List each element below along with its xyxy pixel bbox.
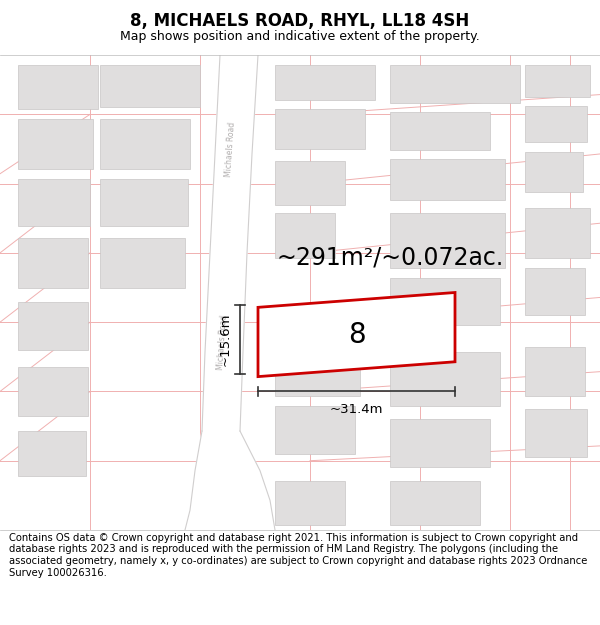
Text: 8, MICHAELS ROAD, RHYL, LL18 4SH: 8, MICHAELS ROAD, RHYL, LL18 4SH bbox=[130, 12, 470, 30]
Text: Michaels Road: Michaels Road bbox=[224, 121, 236, 177]
Bar bbox=[18, 179, 90, 226]
Bar bbox=[275, 65, 375, 99]
Bar bbox=[275, 213, 335, 258]
Bar bbox=[525, 268, 585, 315]
Bar bbox=[18, 302, 88, 350]
Bar bbox=[525, 409, 587, 457]
Bar bbox=[100, 179, 188, 226]
Text: ~31.4m: ~31.4m bbox=[330, 403, 383, 416]
Polygon shape bbox=[185, 431, 275, 530]
Polygon shape bbox=[202, 55, 258, 431]
Bar bbox=[18, 431, 86, 476]
Bar bbox=[390, 352, 500, 406]
Bar bbox=[18, 238, 88, 288]
Text: Map shows position and indicative extent of the property.: Map shows position and indicative extent… bbox=[120, 30, 480, 43]
Text: ~15.6m: ~15.6m bbox=[219, 312, 232, 366]
Bar bbox=[390, 419, 490, 467]
Bar bbox=[525, 208, 590, 258]
Bar bbox=[100, 119, 190, 169]
Bar bbox=[18, 367, 88, 416]
Bar bbox=[390, 159, 505, 201]
Bar bbox=[390, 112, 490, 150]
Bar bbox=[275, 161, 345, 206]
Bar bbox=[390, 278, 500, 325]
Text: Michaels Road: Michaels Road bbox=[215, 314, 229, 370]
Text: 8: 8 bbox=[347, 321, 365, 349]
Bar bbox=[525, 152, 583, 191]
Bar bbox=[390, 481, 480, 525]
Bar bbox=[390, 213, 505, 268]
Text: Contains OS data © Crown copyright and database right 2021. This information is : Contains OS data © Crown copyright and d… bbox=[9, 533, 587, 578]
Polygon shape bbox=[258, 292, 455, 377]
Bar bbox=[525, 347, 585, 396]
Bar bbox=[100, 65, 200, 108]
Bar bbox=[390, 65, 520, 102]
Bar bbox=[18, 65, 98, 109]
Bar bbox=[275, 481, 345, 525]
Bar bbox=[525, 106, 587, 142]
Bar bbox=[100, 238, 185, 288]
Bar bbox=[275, 109, 365, 149]
Bar bbox=[275, 406, 355, 454]
Text: ~291m²/~0.072ac.: ~291m²/~0.072ac. bbox=[277, 246, 503, 270]
Bar bbox=[275, 347, 360, 396]
Bar bbox=[525, 65, 590, 96]
Bar bbox=[18, 119, 93, 169]
